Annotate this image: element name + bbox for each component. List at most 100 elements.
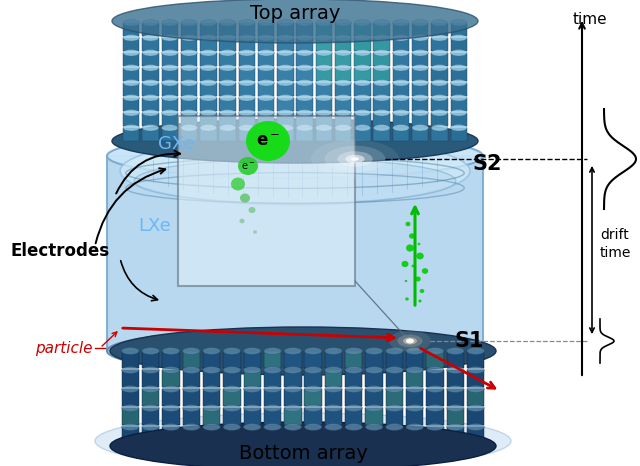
Bar <box>123 23 140 36</box>
Ellipse shape <box>393 80 409 86</box>
Ellipse shape <box>239 65 255 71</box>
Bar <box>239 38 255 51</box>
Ellipse shape <box>220 34 236 41</box>
Ellipse shape <box>335 34 351 41</box>
Ellipse shape <box>412 20 428 26</box>
Ellipse shape <box>305 386 322 392</box>
Bar <box>203 389 220 406</box>
Ellipse shape <box>244 386 261 392</box>
Ellipse shape <box>296 34 313 41</box>
Ellipse shape <box>397 335 422 347</box>
Bar <box>277 53 294 66</box>
Ellipse shape <box>365 424 383 431</box>
Ellipse shape <box>451 124 467 131</box>
Bar <box>406 351 424 368</box>
Ellipse shape <box>244 367 261 373</box>
Ellipse shape <box>335 20 351 26</box>
Ellipse shape <box>258 124 275 131</box>
Ellipse shape <box>351 157 359 161</box>
Bar <box>345 408 362 425</box>
Bar <box>305 351 322 368</box>
Bar <box>122 351 139 368</box>
Bar <box>161 113 178 126</box>
Ellipse shape <box>311 140 399 178</box>
Bar <box>264 351 281 368</box>
Ellipse shape <box>120 137 470 205</box>
Ellipse shape <box>374 20 390 26</box>
Bar <box>220 113 236 126</box>
Bar <box>426 370 444 387</box>
Ellipse shape <box>324 404 342 411</box>
Bar <box>374 98 390 111</box>
Bar <box>447 389 464 406</box>
Ellipse shape <box>181 95 197 101</box>
Bar <box>122 408 139 425</box>
Ellipse shape <box>324 386 342 392</box>
Bar <box>161 38 178 51</box>
Ellipse shape <box>142 110 159 116</box>
Ellipse shape <box>354 20 371 26</box>
Bar <box>335 83 351 96</box>
Ellipse shape <box>200 110 216 116</box>
Ellipse shape <box>335 49 351 56</box>
Ellipse shape <box>393 110 409 116</box>
Bar <box>264 427 281 444</box>
Ellipse shape <box>284 424 301 431</box>
Ellipse shape <box>386 367 403 373</box>
Bar <box>200 23 216 36</box>
Bar <box>142 128 159 141</box>
Ellipse shape <box>239 80 255 86</box>
Ellipse shape <box>248 207 255 213</box>
Ellipse shape <box>451 49 467 56</box>
Ellipse shape <box>386 348 403 354</box>
Ellipse shape <box>220 110 236 116</box>
Bar <box>374 128 390 141</box>
Ellipse shape <box>110 422 496 466</box>
Bar <box>200 68 216 81</box>
Ellipse shape <box>296 95 313 101</box>
Bar <box>335 38 351 51</box>
Ellipse shape <box>223 348 241 354</box>
Ellipse shape <box>203 367 220 373</box>
Bar <box>123 53 140 66</box>
Ellipse shape <box>374 95 390 101</box>
Ellipse shape <box>284 404 301 411</box>
FancyArrowPatch shape <box>116 151 180 193</box>
Bar <box>264 408 281 425</box>
Ellipse shape <box>389 330 431 351</box>
Ellipse shape <box>161 65 178 71</box>
Ellipse shape <box>393 20 409 26</box>
Bar <box>374 83 390 96</box>
Bar <box>296 23 313 36</box>
Ellipse shape <box>412 265 415 267</box>
Ellipse shape <box>239 20 255 26</box>
Ellipse shape <box>386 386 403 392</box>
Ellipse shape <box>467 367 484 373</box>
Ellipse shape <box>239 95 255 101</box>
Ellipse shape <box>324 348 342 354</box>
Bar <box>451 53 467 66</box>
Bar <box>142 427 159 444</box>
Ellipse shape <box>107 329 483 373</box>
Bar <box>239 98 255 111</box>
Ellipse shape <box>412 65 428 71</box>
Bar <box>239 113 255 126</box>
Bar <box>142 23 159 36</box>
Ellipse shape <box>431 124 448 131</box>
Bar <box>426 408 444 425</box>
Bar <box>451 113 467 126</box>
Ellipse shape <box>253 230 257 234</box>
Ellipse shape <box>161 95 178 101</box>
Ellipse shape <box>203 348 220 354</box>
Ellipse shape <box>284 348 301 354</box>
Ellipse shape <box>426 367 444 373</box>
Bar <box>467 389 484 406</box>
Ellipse shape <box>277 49 294 56</box>
Ellipse shape <box>316 34 332 41</box>
Bar <box>296 53 313 66</box>
Bar <box>258 68 275 81</box>
Bar <box>354 53 371 66</box>
Bar <box>354 98 371 111</box>
Bar <box>431 113 448 126</box>
Ellipse shape <box>406 339 413 343</box>
